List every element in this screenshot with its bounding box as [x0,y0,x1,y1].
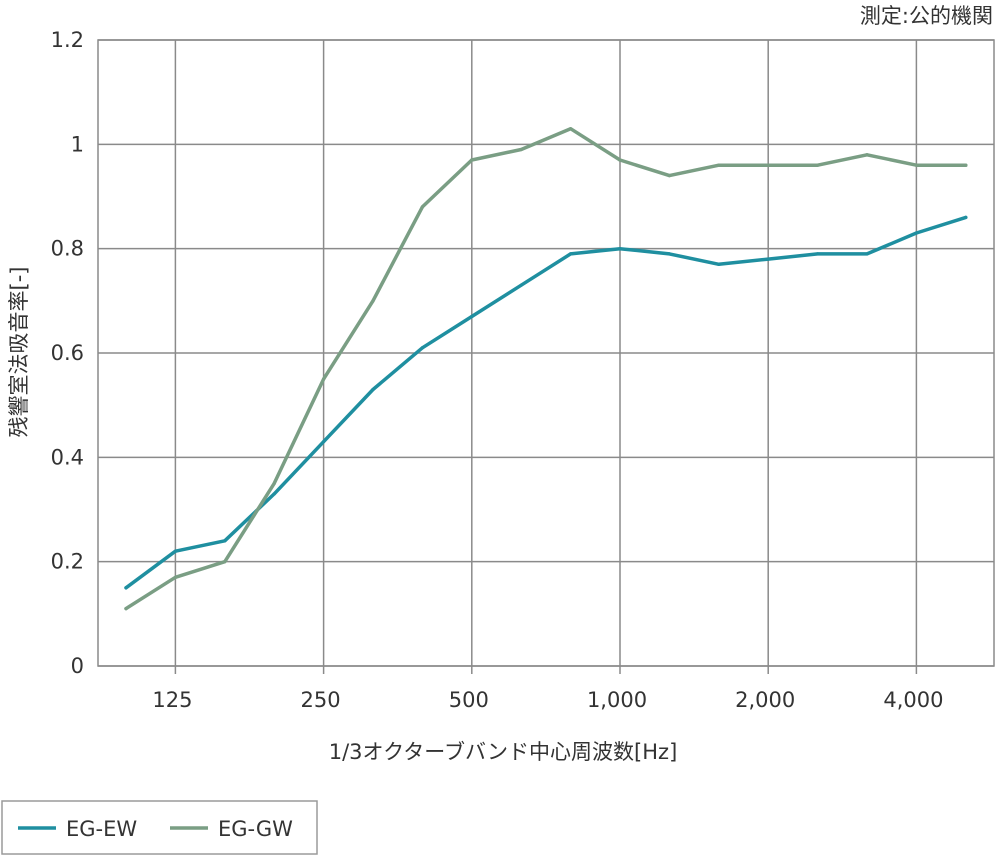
x-axis-title: 1/3オクターブバンド中心周波数[Hz] [329,740,678,764]
series-line-eg-ew [124,215,968,590]
data-point-eg-gw [223,560,227,564]
data-point-eg-ew [519,283,523,287]
data-point-eg-gw [717,163,721,167]
x-tick-label: 125 [152,688,192,712]
data-point-eg-gw [124,607,128,611]
y-tick-label: 0 [71,654,84,678]
y-tick-label: 0.2 [51,550,84,574]
data-point-eg-ew [667,252,672,256]
data-point-eg-gw [914,163,919,167]
y-tick-label: 0.6 [51,341,84,365]
data-point-eg-ew [618,247,622,251]
grid [97,39,995,674]
data-point-eg-gw [667,174,672,178]
y-tick-label: 0.4 [51,445,84,469]
y-tick-label: 1 [71,132,84,156]
data-point-eg-ew [272,492,276,496]
data-point-eg-gw [173,575,177,579]
data-point-eg-gw [766,163,770,167]
data-point-eg-ew [223,539,227,543]
y-tick-label: 1.2 [51,28,84,52]
data-point-eg-gw [618,158,622,162]
data-point-eg-gw [420,205,424,209]
data-point-eg-ew [766,257,770,261]
data-point-eg-ew [470,314,474,319]
data-point-eg-ew [865,252,869,256]
y-axis-title: 残響室法吸音率[-] [7,267,31,438]
data-point-eg-ew [173,549,177,553]
axis-ticks: 0 0.2 0.4 0.6 0.8 1 1.2 125 250 500 1,000 2,000 4,00… [51,28,944,712]
source-note: 測定:公的機関 [860,4,993,28]
data-point-eg-ew [420,346,424,350]
data-point-eg-ew [322,440,326,444]
legend-label-eg-gw: EG-GW [218,817,293,841]
series-line-eg-gw [124,126,968,611]
x-tick-label: 4,000 [883,688,943,712]
x-tick-label: 250 [301,688,341,712]
data-point-eg-ew [717,262,721,266]
data-point-eg-gw [470,158,474,162]
data-point-eg-ew [371,387,375,392]
legend: EG-EW EG-GW [1,800,318,855]
data-point-eg-gw [865,153,869,157]
data-point-eg-ew [569,252,573,256]
data-point-eg-gw [519,147,523,152]
legend-label-eg-ew: EG-EW [66,817,137,841]
series-lines [124,126,968,611]
data-point-eg-gw [322,377,326,381]
x-tick-label: 1,000 [587,688,647,712]
data-point-eg-gw [371,299,375,303]
data-point-eg-gw [816,163,820,167]
data-point-eg-ew [816,252,820,256]
data-point-eg-gw [569,127,573,131]
x-tick-label: 2,000 [735,688,795,712]
data-point-eg-gw [272,481,276,486]
data-point-eg-gw [964,163,968,167]
data-point-eg-ew [914,231,919,235]
x-tick-label: 500 [449,688,489,712]
data-point-eg-ew [964,215,968,219]
y-tick-label: 0.8 [51,237,84,261]
data-point-eg-ew [124,586,128,590]
